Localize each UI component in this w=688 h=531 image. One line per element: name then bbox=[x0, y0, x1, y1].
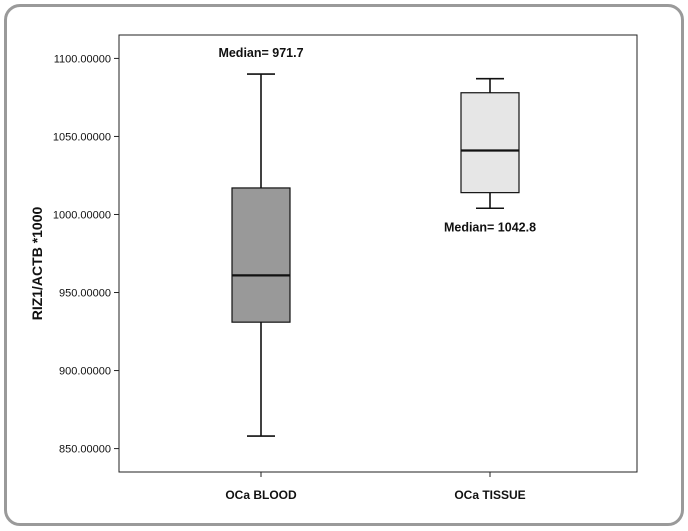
x-category-label: OCa BLOOD bbox=[225, 488, 297, 502]
annotations: Median= 971.7 Median= 1042.8 bbox=[218, 46, 536, 235]
box-blood bbox=[231, 73, 291, 437]
iqr-box bbox=[460, 92, 520, 194]
x-axis: OCa BLOOD OCa TISSUE bbox=[225, 472, 526, 502]
x-category-label: OCa TISSUE bbox=[454, 488, 525, 502]
y-tick-label: 1000.00000 bbox=[53, 209, 111, 221]
y-tick-label: 950.00000 bbox=[59, 288, 111, 300]
y-axis: 850.00000 900.00000 950.00000 1000.00000 105… bbox=[53, 53, 119, 456]
y-tick-label: 900.00000 bbox=[59, 366, 111, 378]
y-tick-label: 850.00000 bbox=[59, 444, 111, 456]
median-annotation: Median= 971.7 bbox=[218, 46, 303, 60]
box-tissue bbox=[460, 77, 520, 210]
y-tick-label: 1100.00000 bbox=[54, 53, 111, 65]
y-axis-label: RIZ1/ACTB *1000 bbox=[29, 206, 45, 320]
boxes bbox=[231, 73, 520, 437]
iqr-box bbox=[231, 187, 291, 323]
y-tick-label: 1050.00000 bbox=[53, 131, 111, 143]
plot-area bbox=[118, 34, 638, 473]
median-annotation: Median= 1042.8 bbox=[444, 221, 536, 235]
